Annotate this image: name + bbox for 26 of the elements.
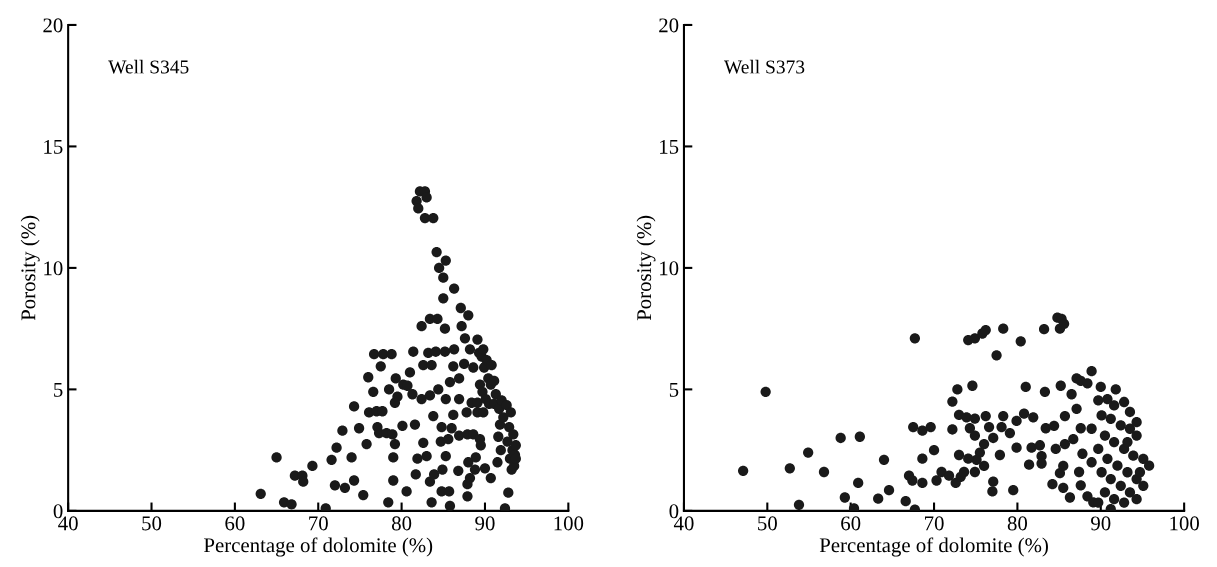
x-tick-label: 80 (391, 516, 412, 531)
x-tick-label: 60 (841, 516, 861, 531)
x-tick-label: 100 (554, 516, 584, 531)
y-tick-label: 10 (44, 261, 63, 276)
x-axis-title: Percentage of dolomite (%) (204, 537, 433, 557)
y-tick-label: 20 (659, 18, 679, 33)
y-tick-label: 15 (44, 139, 63, 154)
x-tick-label: 100 (1170, 516, 1199, 531)
annotation: Well S373 (723, 59, 805, 74)
x-tick-label: 80 (1007, 516, 1028, 531)
x-tick-label: 70 (925, 516, 944, 531)
x-tick-label: 90 (475, 516, 495, 531)
x-tick-label: 60 (225, 516, 245, 531)
x-tick-label: 70 (309, 516, 328, 531)
x-tick-label: 90 (1091, 516, 1111, 531)
y-tick-label: 15 (660, 139, 679, 154)
y-axis-title: Porosity (%) (636, 215, 656, 321)
y-tick-label: 5 (669, 382, 679, 397)
x-tick-label: 50 (758, 516, 777, 531)
annotation: Well S345 (108, 59, 189, 74)
x-tick-label: 50 (142, 516, 162, 531)
y-tick-label: 10 (660, 261, 679, 276)
y-axis-title: Porosity (%) (20, 215, 40, 321)
x-axis-title: Percentage of dolomite (%) (819, 537, 1048, 557)
y-tick-label: 20 (43, 18, 63, 33)
y-tick-label: 5 (54, 382, 63, 397)
